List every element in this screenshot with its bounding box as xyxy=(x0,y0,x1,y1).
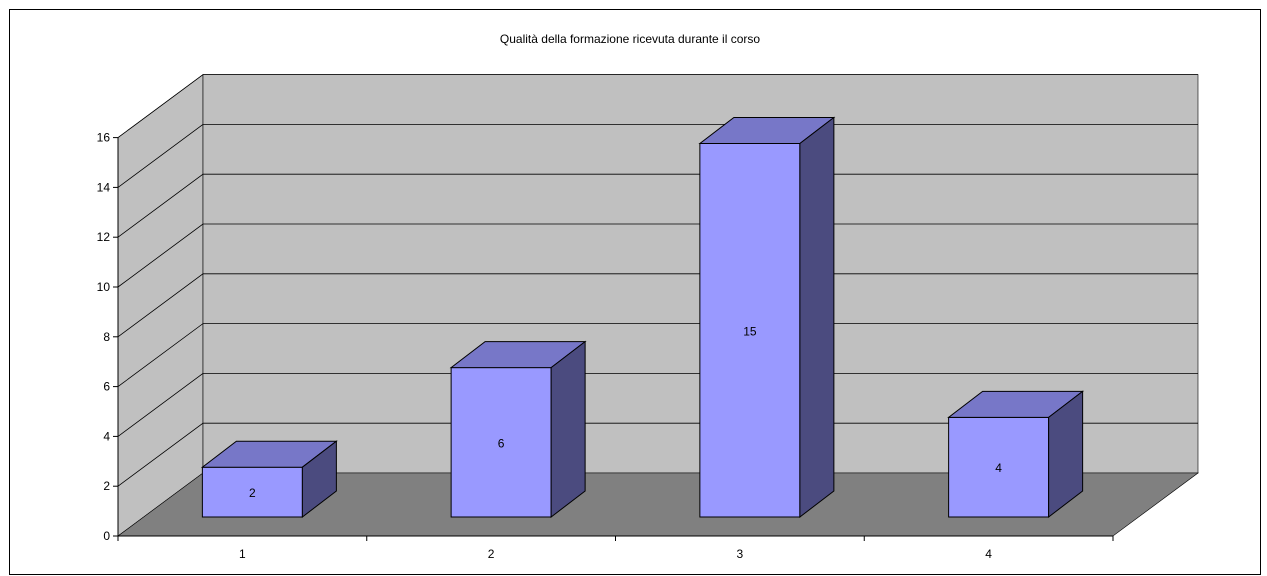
y-tick-label: 4 xyxy=(103,429,110,443)
bar-front xyxy=(201,466,303,518)
chart-title: Qualità della formazione ricevuta durant… xyxy=(500,32,760,46)
gridline xyxy=(117,124,1198,188)
bar-4: 4 xyxy=(947,390,1085,519)
y-tick-label: 8 xyxy=(103,330,110,344)
y-tick-label: 6 xyxy=(103,380,110,394)
data-label: 15 xyxy=(743,324,757,338)
y-tick-label: 0 xyxy=(103,529,110,543)
y-tick-label: 16 xyxy=(97,131,111,145)
x-tick-label: 1 xyxy=(239,547,246,561)
y-tick-label: 14 xyxy=(97,180,111,194)
x-tick-label: 4 xyxy=(985,547,992,561)
bar-1: 2 xyxy=(200,440,338,519)
bar-2: 6 xyxy=(449,340,587,519)
data-label: 2 xyxy=(249,486,256,500)
gridline xyxy=(117,422,1198,487)
y-tick-label: 2 xyxy=(103,479,110,493)
data-label: 4 xyxy=(995,461,1002,475)
gridline xyxy=(117,223,1198,288)
gridline xyxy=(117,372,1198,437)
gridline xyxy=(117,323,1198,387)
y-tick-label: 12 xyxy=(97,230,111,244)
gridline xyxy=(117,74,1198,138)
bar-side xyxy=(1048,390,1084,519)
bar-side xyxy=(550,340,586,519)
bar-3: 15 xyxy=(698,116,836,519)
y-tick-label: 10 xyxy=(97,280,111,294)
gridline xyxy=(117,173,1198,238)
bar-side xyxy=(301,440,337,519)
bar-front xyxy=(450,367,552,518)
gridlines xyxy=(117,74,1198,487)
data-label: 6 xyxy=(498,436,505,450)
x-tick-label: 3 xyxy=(737,547,744,561)
gridline xyxy=(117,273,1198,338)
x-tick-label: 2 xyxy=(488,547,495,561)
bar-side xyxy=(799,116,835,519)
